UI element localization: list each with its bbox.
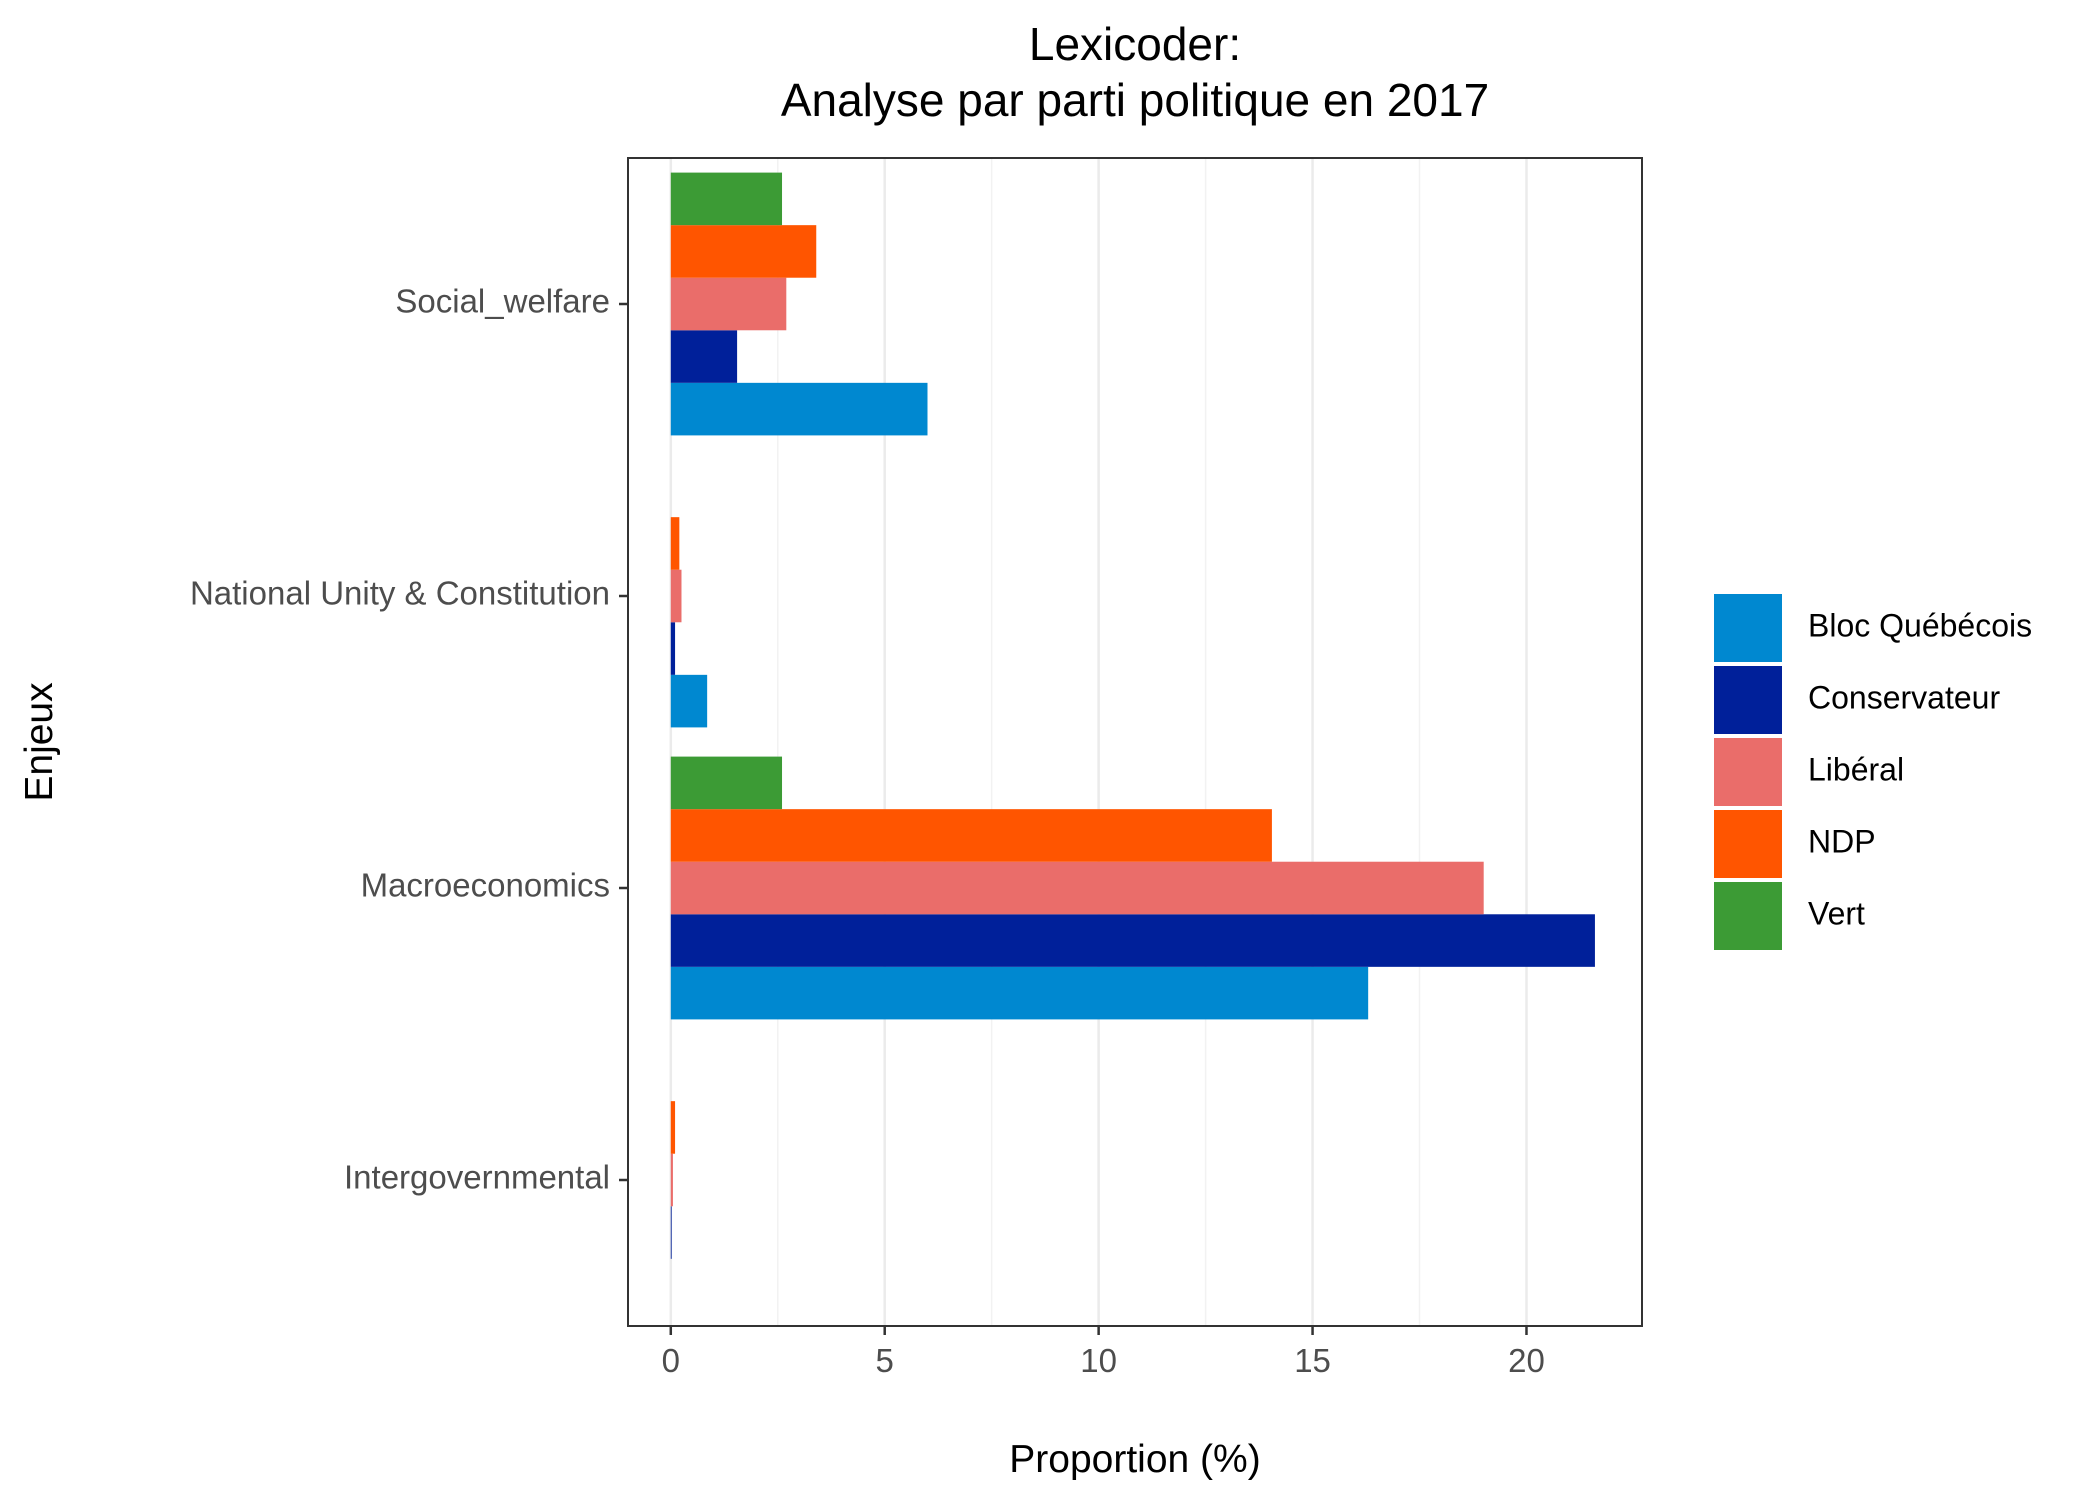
bar <box>670 809 1272 862</box>
bar <box>670 330 738 383</box>
x-tick-label: 5 <box>876 1342 894 1379</box>
legend-key <box>1714 738 1782 806</box>
legend-key <box>1714 810 1782 878</box>
bar <box>670 674 708 728</box>
x-axis: 0 5 10 15 20 <box>662 1326 1545 1379</box>
legend-label: Libéral <box>1808 751 1904 787</box>
bars <box>670 172 1595 1259</box>
bar <box>670 569 682 623</box>
x-axis-title: Proportion (%) <box>1009 1438 1260 1481</box>
legend-label: Bloc Québécois <box>1808 607 2032 643</box>
x-tick-label: 20 <box>1508 1342 1545 1379</box>
y-tick-label: National Unity & Constitution <box>190 575 610 612</box>
y-tick-label: Social_welfare <box>395 283 610 320</box>
y-axis-title: Enjeux <box>18 682 61 802</box>
legend-key <box>1714 666 1782 734</box>
legend-label: Conservateur <box>1808 679 2000 715</box>
chart-title-line-1: Lexicoder: <box>1029 18 1241 70</box>
bar <box>670 172 783 226</box>
bar <box>670 966 1369 1020</box>
bar <box>670 1101 676 1154</box>
x-tick-label: 10 <box>1080 1342 1117 1379</box>
y-axis: Social_welfare National Unity & Constitut… <box>190 283 628 1196</box>
x-tick-label: 0 <box>662 1342 680 1379</box>
bar <box>670 277 787 331</box>
chart-title-line-2: Analyse par parti politique en 2017 <box>781 74 1489 126</box>
legend-key <box>1714 594 1782 662</box>
bar <box>670 914 1595 967</box>
y-tick-label: Macroeconomics <box>361 867 610 904</box>
bar <box>670 225 817 278</box>
y-tick-label: Intergovernmental <box>344 1159 610 1196</box>
legend-label: Vert <box>1808 895 1865 931</box>
gridlines <box>669 158 1528 1326</box>
bar <box>670 756 783 810</box>
bar <box>670 861 1484 915</box>
bar <box>670 622 676 675</box>
bar <box>670 517 680 570</box>
bar <box>670 1206 672 1259</box>
bar <box>670 382 928 436</box>
legend-label: NDP <box>1808 823 1876 859</box>
legend: Bloc Québécois Conservateur Libéral NDP Vert <box>1714 594 2032 950</box>
plot-panel-border <box>627 157 1643 1327</box>
x-tick-label: 15 <box>1294 1342 1331 1379</box>
legend-key <box>1714 882 1782 950</box>
bar <box>670 1153 673 1207</box>
